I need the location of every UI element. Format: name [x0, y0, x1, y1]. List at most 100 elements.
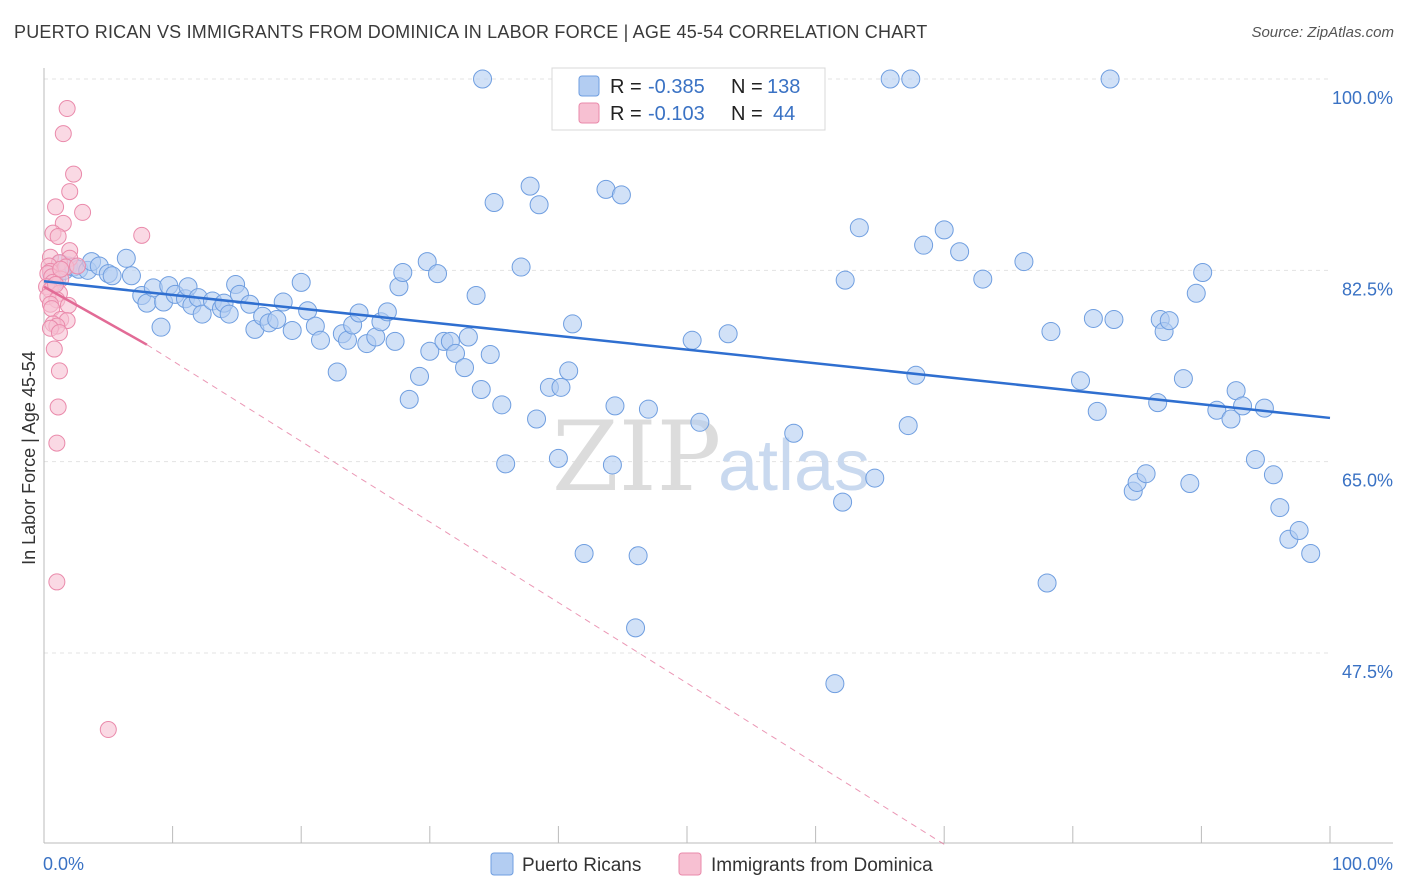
y-tick-label-3: 47.5%	[1342, 662, 1393, 682]
puerto-ricans-point-97	[784, 423, 804, 443]
series-puerto-ricans-points	[42, 69, 1321, 694]
puerto-ricans-point-69	[455, 358, 475, 378]
dominica-point-5	[74, 203, 92, 221]
puerto-ricans-point-90	[611, 185, 631, 205]
puerto-ricans-point-75	[492, 395, 512, 415]
puerto-ricans-point-137	[1301, 544, 1321, 564]
dominica-point-40	[99, 721, 117, 739]
legend-r-value-blue: -0.385	[648, 76, 705, 98]
y-axis-title: In Labor Force | Age 45-54	[19, 351, 39, 565]
puerto-ricans-point-107	[950, 242, 970, 262]
watermark: ZIP atlas	[552, 401, 870, 513]
puerto-ricans-point-96	[718, 324, 738, 344]
legend-n-value-blue: 138	[767, 76, 800, 98]
legend-n-value-pink: 44	[773, 103, 795, 125]
dominica-point-34	[50, 324, 68, 342]
dominica-point-1	[54, 125, 72, 143]
trend-line-dominica	[43, 285, 148, 346]
puerto-ricans-point-133	[1263, 465, 1283, 485]
puerto-ricans-point-64	[420, 341, 440, 361]
puerto-ricans-point-113	[1083, 308, 1103, 328]
puerto-ricans-point-126	[1193, 263, 1213, 283]
dominica-point-35	[45, 340, 63, 358]
trend-line-dominica-extension	[146, 344, 945, 845]
puerto-ricans-point-31	[192, 304, 212, 324]
y-tick-label-1: 82.5%	[1342, 279, 1393, 299]
puerto-ricans-point-18	[116, 248, 136, 268]
puerto-ricans-point-115	[1104, 310, 1124, 330]
puerto-ricans-point-118	[1136, 464, 1156, 484]
puerto-ricans-point-61	[399, 389, 419, 409]
puerto-ricans-point-136	[1289, 521, 1309, 541]
dominica-point-39	[48, 573, 66, 591]
puerto-ricans-point-65	[428, 264, 448, 284]
puerto-ricans-point-60	[393, 263, 413, 283]
puerto-ricans-point-68	[446, 343, 466, 363]
dominica-point-2	[65, 165, 83, 183]
dominica-point-38	[48, 434, 66, 452]
y-tick-labels: 100.0% 82.5% 65.0% 47.5%	[1332, 88, 1393, 682]
puerto-ricans-point-85	[563, 314, 583, 334]
trend-lines	[43, 280, 1331, 845]
puerto-ricans-point-108	[973, 269, 993, 289]
dominica-point-43	[68, 257, 86, 275]
puerto-ricans-point-3	[901, 69, 921, 89]
trend-line-puerto-ricans	[43, 280, 1331, 420]
legend-r-label-pink: R =	[610, 103, 642, 125]
grid-lines	[44, 78, 1330, 654]
puerto-ricans-point-80	[529, 195, 549, 215]
legend-r-value-pink: -0.103	[648, 103, 705, 125]
bottom-legend-swatch-dominica	[678, 852, 702, 876]
puerto-ricans-point-48	[310, 330, 330, 350]
puerto-ricans-point-45	[291, 272, 311, 292]
puerto-ricans-point-111	[1041, 322, 1061, 342]
dominica-point-41	[52, 260, 70, 278]
puerto-ricans-point-88	[602, 455, 622, 475]
y-tick-label-2: 65.0%	[1342, 471, 1393, 491]
legend-n-label-blue: N =	[731, 76, 763, 98]
puerto-ricans-point-17	[102, 266, 122, 286]
puerto-ricans-point-125	[1186, 283, 1206, 303]
puerto-ricans-point-100	[835, 270, 855, 290]
puerto-ricans-point-19	[121, 266, 141, 286]
puerto-ricans-point-62	[410, 366, 430, 386]
puerto-ricans-point-72	[471, 380, 491, 400]
x-tick-labels: 0.0% 100.0%	[43, 854, 1393, 874]
puerto-ricans-point-119	[1148, 393, 1168, 413]
puerto-ricans-point-71	[466, 285, 486, 305]
puerto-ricans-point-103	[898, 416, 918, 436]
puerto-ricans-point-94	[682, 330, 702, 350]
puerto-ricans-point-93	[638, 399, 658, 419]
puerto-ricans-point-91	[626, 618, 646, 638]
puerto-ricans-point-82	[548, 448, 568, 468]
legend-swatch-blue	[578, 75, 600, 97]
puerto-ricans-point-124	[1180, 474, 1200, 494]
puerto-ricans-point-130	[1233, 396, 1253, 416]
puerto-ricans-point-76	[496, 454, 516, 474]
x-tick-label-min: 0.0%	[43, 854, 84, 874]
chart-title: PUERTO RICAN VS IMMIGRANTS FROM DOMINICA…	[14, 22, 928, 42]
puerto-ricans-point-78	[520, 176, 540, 196]
puerto-ricans-point-98	[825, 674, 845, 694]
dominica-point-3	[61, 183, 79, 201]
puerto-ricans-point-84	[559, 361, 579, 381]
puerto-ricans-point-99	[833, 492, 853, 512]
dominica-point-37	[49, 398, 67, 416]
x-tick-label-max: 100.0%	[1332, 854, 1393, 874]
puerto-ricans-point-42	[267, 310, 287, 330]
puerto-ricans-point-92	[628, 546, 648, 566]
puerto-ricans-point-86	[574, 544, 594, 564]
puerto-ricans-point-110	[1037, 573, 1057, 593]
legend-r-label-blue: R =	[610, 76, 642, 98]
puerto-ricans-point-89	[605, 396, 625, 416]
legend-n-label-pink: N =	[731, 103, 763, 125]
puerto-ricans-point-122	[1159, 311, 1179, 331]
puerto-ricans-point-131	[1245, 449, 1265, 469]
series-dominica-points	[38, 100, 151, 739]
puerto-ricans-point-35	[219, 304, 239, 324]
bottom-legend-label-puerto-ricans: Puerto Ricans	[522, 855, 641, 876]
puerto-ricans-point-70	[458, 327, 478, 347]
puerto-ricans-point-109	[1014, 252, 1034, 272]
y-tick-label-0: 100.0%	[1332, 88, 1393, 108]
